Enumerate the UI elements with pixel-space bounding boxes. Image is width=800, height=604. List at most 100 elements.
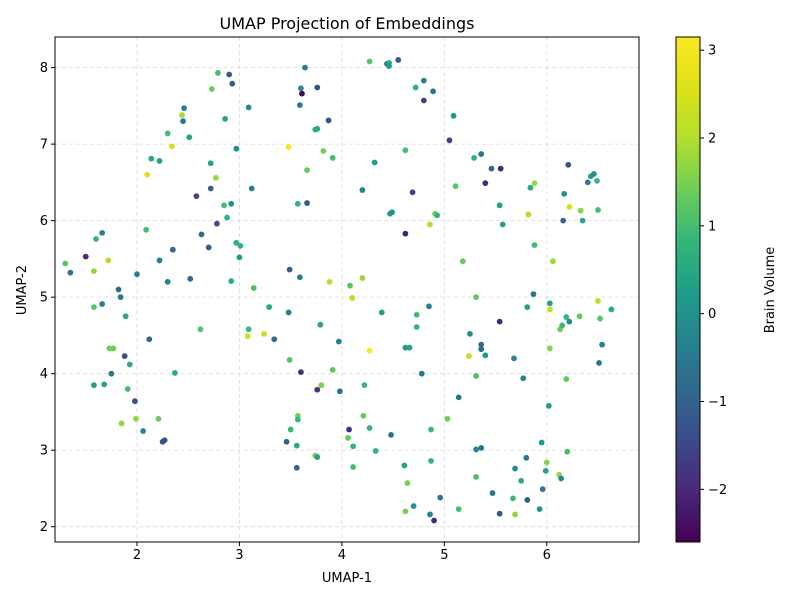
scatter-point — [226, 71, 233, 78]
scatter-point — [452, 183, 459, 190]
scatter-point — [207, 185, 214, 192]
colorbar-tick-label: 1 — [708, 219, 716, 234]
scatter-point — [224, 214, 231, 221]
scatter-point — [455, 506, 462, 512]
scatter-point — [512, 511, 518, 518]
scatter-point — [546, 345, 553, 352]
scatter-point — [261, 330, 267, 337]
scatter-point — [146, 336, 153, 343]
scatter-point — [426, 303, 432, 310]
scatter-point — [566, 203, 573, 210]
scatter-point — [314, 454, 321, 460]
scatter-point — [410, 503, 417, 509]
scatter-point — [434, 212, 441, 219]
scatter-point — [187, 275, 194, 282]
scatter-point — [564, 448, 571, 455]
scatter-point — [366, 58, 373, 65]
scatter-point — [233, 239, 240, 246]
colorbar — [675, 36, 701, 543]
scatter-point — [297, 369, 304, 376]
scatter-point — [496, 318, 503, 325]
scatter-point — [222, 115, 228, 122]
scatter-point — [99, 301, 106, 307]
scatter-point — [320, 148, 327, 154]
scatter-point — [233, 145, 240, 152]
scatter-point — [181, 105, 187, 112]
scatter-point — [286, 356, 293, 363]
scatter-point — [205, 244, 212, 251]
scatter-point — [596, 360, 602, 366]
scatter-point — [148, 155, 155, 162]
scatter-point — [164, 130, 171, 137]
chart-title: UMAP Projection of Embeddings — [220, 14, 475, 33]
scatter-point — [285, 144, 292, 151]
scatter-point — [597, 315, 603, 322]
scatter-point — [117, 294, 124, 301]
scatter-point — [372, 448, 379, 454]
scatter-point — [371, 159, 378, 166]
scatter-point — [108, 370, 115, 377]
scatter-point — [285, 309, 292, 316]
scatter-point — [304, 200, 310, 206]
scatter-point — [221, 202, 227, 209]
colorbar-tick-label: 0 — [708, 307, 716, 322]
scatter-point — [579, 217, 586, 224]
scatter-point — [134, 271, 140, 278]
scatter-point — [349, 295, 356, 301]
scatter-point — [478, 346, 485, 353]
scatter-point — [132, 398, 138, 405]
scatter-point — [140, 428, 147, 434]
scatter-point — [539, 486, 546, 493]
scatter-point — [591, 171, 597, 177]
scatter-point — [428, 457, 434, 464]
scatter-point — [286, 266, 293, 273]
scatter-point — [314, 84, 321, 91]
scatter-point — [444, 415, 451, 422]
scatter-point — [559, 322, 566, 329]
scatter-point — [431, 517, 437, 524]
scatter-point — [297, 85, 304, 92]
scatter-point — [520, 375, 527, 382]
scatter-point — [361, 382, 368, 389]
scatter-point — [510, 495, 516, 502]
scatter-point — [450, 112, 457, 119]
scatter-point — [386, 63, 392, 69]
scatter-point — [266, 304, 273, 310]
scatter-point — [366, 425, 373, 431]
scatter-point — [404, 480, 411, 486]
scatter-point — [420, 77, 427, 84]
scatter-point — [406, 344, 413, 351]
scatter-point — [144, 171, 151, 178]
scatter-point — [536, 506, 543, 512]
x-tick-label: 3 — [235, 548, 243, 563]
scatter-point — [304, 167, 310, 174]
scatter-point — [420, 97, 427, 104]
scatter-point — [530, 291, 537, 297]
scatter-point — [302, 64, 308, 71]
scatter-point — [538, 439, 545, 446]
scatter-point — [229, 80, 236, 87]
scatter-point — [545, 402, 552, 409]
scatter-point — [245, 326, 252, 333]
scatter-point — [430, 88, 436, 95]
scatter-point — [296, 102, 303, 108]
scatter-point — [91, 304, 97, 310]
scatter-point — [576, 313, 583, 320]
scatter-point — [124, 386, 131, 392]
scatter-point — [208, 86, 215, 92]
scatter-point — [542, 467, 549, 474]
scatter-point — [427, 221, 433, 228]
scatter-point — [287, 426, 294, 433]
scatter-point — [118, 420, 125, 427]
colorbar-label: Brain Volume — [763, 247, 778, 334]
scatter-point — [512, 465, 518, 472]
scatter-point — [82, 253, 89, 260]
scatter-point — [294, 416, 301, 423]
y-tick-label: 2 — [40, 520, 48, 535]
scatter-point — [531, 242, 538, 249]
scatter-point — [496, 202, 503, 209]
scatter-point — [402, 147, 409, 154]
scatter-point — [525, 211, 532, 218]
